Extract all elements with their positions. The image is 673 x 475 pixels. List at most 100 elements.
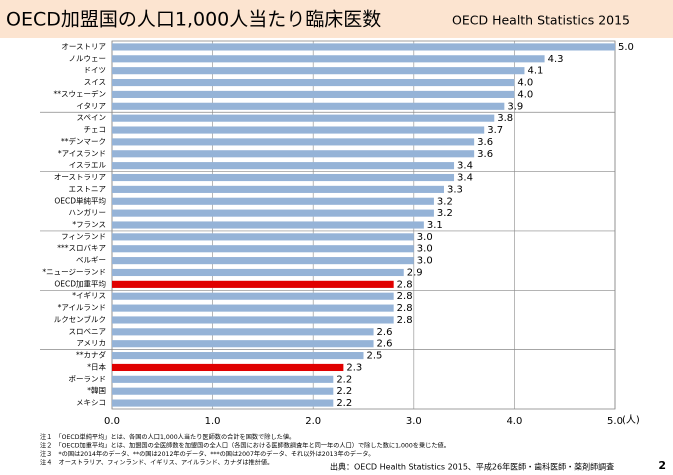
y-tick-label: OECD加重平均 <box>54 278 106 288</box>
value-label: 2.8 <box>397 303 413 314</box>
value-label: 3.4 <box>457 173 473 184</box>
value-label: 2.2 <box>336 374 352 385</box>
bar <box>112 340 374 348</box>
value-label: 2.6 <box>377 339 393 350</box>
value-label: 3.7 <box>487 125 503 136</box>
x-tick-label: 4.0 <box>506 416 522 427</box>
bar <box>112 221 424 229</box>
y-tick-label: ポーランド <box>69 374 107 383</box>
y-tick-label: イタリア <box>76 101 106 110</box>
value-label: 2.8 <box>397 279 413 290</box>
bar <box>112 387 334 395</box>
y-tick-label: ルクセンブルク <box>54 314 106 324</box>
y-tick-label: スペイン <box>77 113 106 122</box>
value-label: 4.1 <box>527 66 543 77</box>
y-tick-label: *韓国 <box>87 385 106 395</box>
y-tick-label: オーストラリア <box>54 173 106 182</box>
value-label: 3.0 <box>417 244 433 255</box>
y-tick-label: OECD単純平均 <box>54 195 106 205</box>
bar <box>112 197 434 205</box>
bar <box>112 209 434 217</box>
value-label: 5.0 <box>618 42 634 53</box>
footnote: 注３ *の国は2014年のデータ、**の国は2012年のデータ、***の国は20… <box>40 450 375 458</box>
value-label: 2.9 <box>407 267 423 278</box>
y-tick-label: スロベニア <box>69 327 107 336</box>
value-label: 3.1 <box>427 220 443 231</box>
bar <box>112 280 394 288</box>
y-tick-label: ドイツ <box>84 66 107 75</box>
bar <box>112 399 334 407</box>
bar <box>112 352 364 360</box>
value-label: 3.3 <box>447 184 463 195</box>
bar <box>112 185 444 193</box>
value-label: 2.8 <box>397 315 413 326</box>
y-tick-label: **カナダ <box>76 350 106 360</box>
bar <box>112 304 394 312</box>
bar <box>112 102 505 110</box>
bar <box>112 173 455 182</box>
value-label: 3.9 <box>507 101 523 112</box>
bar <box>112 78 515 87</box>
footnote: 注２ 「OECD加重平均」とは、加盟国の全医師数を加盟国の全人口（各国における医… <box>40 442 450 450</box>
bar <box>112 245 414 253</box>
value-label: 3.6 <box>477 137 493 148</box>
value-label: 2.2 <box>336 386 352 397</box>
bar <box>112 363 344 372</box>
bar <box>112 257 414 265</box>
y-tick-label: **デンマーク <box>61 136 106 146</box>
bar <box>112 67 525 75</box>
y-tick-label: ノルウェー <box>69 54 107 63</box>
bar <box>112 316 394 324</box>
y-tick-label: ハンガリー <box>69 207 107 217</box>
value-label: 3.4 <box>457 161 473 172</box>
source: 出典：OECD Health Statistics 2015、平成26年医師・歯… <box>330 462 614 472</box>
value-label: 3.0 <box>417 256 433 267</box>
y-tick-label: ***スロバキア <box>57 244 106 253</box>
bar <box>112 114 495 122</box>
y-tick-label: オーストリア <box>61 42 106 51</box>
bar <box>112 126 485 134</box>
y-tick-label: *アイルランド <box>58 303 106 312</box>
bar <box>112 233 414 241</box>
value-label: 2.2 <box>336 398 352 409</box>
y-tick-label: *イギリス <box>72 291 106 300</box>
value-label: 2.3 <box>346 362 362 373</box>
bar <box>112 150 475 158</box>
title-banner <box>0 0 673 38</box>
y-tick-label: イスラエル <box>69 161 107 170</box>
value-label: 3.8 <box>497 113 513 124</box>
value-label: 4.0 <box>517 78 533 89</box>
x-tick-label: 2.0 <box>305 416 321 427</box>
value-label: 3.2 <box>437 196 453 207</box>
y-tick-label: メキシコ <box>76 398 106 407</box>
bar <box>112 55 545 63</box>
value-label: 3.0 <box>417 232 433 243</box>
y-tick-label: *アイスランド <box>58 149 106 158</box>
subtitle: OECD Health Statistics 2015 <box>452 13 630 28</box>
value-label: 4.3 <box>548 54 564 65</box>
footnote: 注１ 「OECD単純平均」とは、各国の人口1,000人当たり医師数の合計を国数で… <box>40 433 295 441</box>
bar <box>112 375 334 383</box>
title: OECD加盟国の人口1,000人当たり臨床医数 <box>6 9 381 31</box>
y-tick-label: **スウェーデン <box>54 88 107 98</box>
value-label: 2.5 <box>367 351 383 362</box>
y-tick-label: *フランス <box>72 220 106 229</box>
value-label: 3.2 <box>437 208 453 219</box>
y-tick-label: アメリカ <box>76 339 106 348</box>
y-tick-label: *日本 <box>87 361 106 371</box>
bar <box>112 162 455 170</box>
bar <box>112 328 374 336</box>
bar <box>112 43 615 51</box>
x-tick-label: 1.0 <box>205 416 221 427</box>
y-tick-label: チェコ <box>84 125 107 134</box>
value-label: 3.6 <box>477 149 493 160</box>
x-tick-label: 3.0 <box>406 416 422 427</box>
y-tick-label: エストニア <box>69 184 107 193</box>
bar <box>112 90 515 98</box>
value-label: 4.0 <box>517 89 533 100</box>
bar <box>112 138 475 146</box>
y-tick-label: スイス <box>84 78 106 87</box>
y-tick-label: ベルギー <box>76 256 106 265</box>
bar <box>112 292 394 300</box>
